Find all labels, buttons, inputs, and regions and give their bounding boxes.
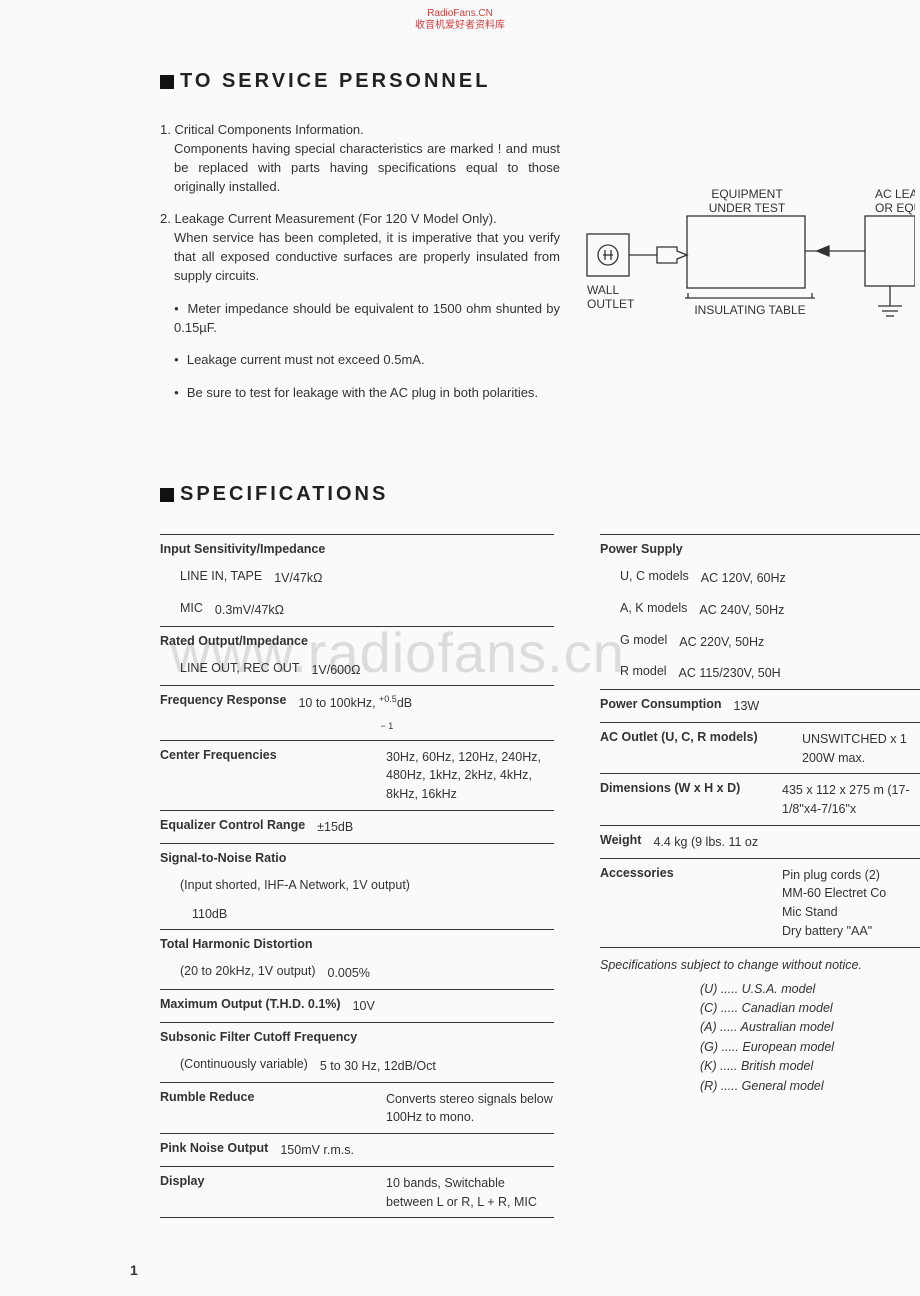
bullet-2: Leakage current must not exceed 0.5mA.: [174, 351, 560, 370]
spec-right-col: Power Supply U, C modelsAC 120V, 60Hz A,…: [600, 534, 920, 1218]
model-a: (A) ..... Australian model: [700, 1018, 920, 1037]
bullet-square-icon: [160, 75, 174, 89]
service-title: TO SERVICE PERSONNEL: [180, 70, 490, 93]
l-eq-v: ±15dB: [305, 818, 554, 837]
l-freq-sup: +0.5: [379, 694, 397, 704]
service-item-1: 1. Critical Components Information. Comp…: [160, 121, 560, 196]
item1-body: Components having special characteristic…: [160, 140, 560, 197]
spec-section: SPECIFICATIONS Input Sensitivity/Impedan…: [160, 483, 920, 1218]
l-sub-c: (Continuously variable): [160, 1057, 308, 1076]
r-dims-v: 435 x 112 x 275 m (17-1/8"x4-7/16"x: [770, 781, 920, 819]
leakage-diagram: EQUIPMENT UNDER TEST AC LEAKA OR EQUIV. …: [585, 186, 915, 336]
r-g-v: AC 220V, 50Hz: [667, 633, 920, 652]
service-bullets: Meter impedance should be equivalent to …: [174, 300, 560, 403]
l-freq-db: dB: [397, 696, 412, 710]
service-header: TO SERVICE PERSONNEL: [160, 70, 920, 93]
model-u: (U) ..... U.S.A. model: [700, 980, 920, 999]
r-uc: U, C models: [600, 569, 689, 588]
bullet-square-icon: [160, 488, 174, 502]
r-weight: Weight: [600, 833, 641, 852]
l-lineout-v: 1V/600Ω: [299, 661, 554, 680]
l-freq-v: 10 to 100kHz, +0.5dB − 1: [286, 693, 554, 733]
l-pink: Pink Noise Output: [160, 1141, 268, 1160]
r-acc-v: Pin plug cords (2) MM-60 Electret Co Mic…: [770, 866, 920, 941]
l-disp-v: 10 bands, Switchable between L or R, L +…: [374, 1174, 554, 1212]
l-snr: Signal-to-Noise Ratio: [160, 851, 286, 865]
diagram-wall-label: WALL: [587, 283, 620, 297]
page-content: TO SERVICE PERSONNEL 1. Critical Compone…: [0, 0, 920, 1218]
l-sub-v: 5 to 30 Hz, 12dB/Oct: [308, 1057, 554, 1076]
l-thd-v: 0.005%: [316, 964, 555, 983]
r-dims: Dimensions (W x H x D): [600, 781, 740, 819]
r-cons: Power Consumption: [600, 697, 722, 716]
spec-header: SPECIFICATIONS: [160, 483, 920, 506]
diagram-equip-label: EQUIPMENT: [711, 187, 783, 201]
l-pink-v: 150mV r.m.s.: [268, 1141, 554, 1160]
spec-title: SPECIFICATIONS: [180, 483, 388, 506]
diagram-table-label: INSULATING TABLE: [694, 303, 805, 317]
model-r: (R) ..... General model: [700, 1077, 920, 1096]
l-sub: Subsonic Filter Cutoff Frequency: [160, 1030, 357, 1044]
page-number: 1: [130, 1262, 138, 1278]
r-power: Power Supply: [600, 542, 683, 556]
model-c: (C) ..... Canadian model: [700, 999, 920, 1018]
l-rumble: Rumble Reduce: [160, 1090, 254, 1128]
r-outlet: AC Outlet (U, C, R models): [600, 730, 758, 768]
l-thd: Total Harmonic Distortion: [160, 937, 313, 951]
l-input: Input Sensitivity/Impedance: [160, 542, 325, 556]
l-freq: Frequency Response: [160, 693, 286, 733]
diagram-acleak-label: AC LEAKA: [875, 187, 915, 201]
l-freq-p1: 10 to 100kHz,: [298, 696, 379, 710]
r-r-v: AC 115/230V, 50H: [667, 664, 920, 683]
l-snr-c: (Input shorted, IHF-A Network, 1V output…: [160, 878, 410, 892]
l-max-v: 10V: [341, 997, 554, 1016]
spec-left-col: Input Sensitivity/Impedance LINE IN, TAP…: [160, 534, 554, 1218]
l-rated: Rated Output/Impedance: [160, 634, 308, 648]
r-uc-v: AC 120V, 60Hz: [689, 569, 920, 588]
l-rumble-v: Converts stereo signals below 100Hz to m…: [374, 1090, 554, 1128]
item1-num: 1.: [160, 122, 171, 137]
l-thd-c: (20 to 20kHz, 1V output): [160, 964, 316, 983]
model-list: (U) ..... U.S.A. model (C) ..... Canadia…: [700, 980, 920, 1096]
r-ak-v: AC 240V, 50Hz: [687, 601, 920, 620]
r-weight-v: 4.4 kg (9 lbs. 11 oz: [641, 833, 920, 852]
l-lineout: LINE OUT, REC OUT: [160, 661, 299, 680]
l-center-v: 30Hz, 60Hz, 120Hz, 240Hz, 480Hz, 1kHz, 2…: [374, 748, 554, 804]
model-g: (G) ..... European model: [700, 1038, 920, 1057]
l-snr-v: 110dB: [180, 905, 554, 924]
bullet-3: Be sure to test for leakage with the AC …: [174, 384, 560, 403]
service-item-2: 2. Leakage Current Measurement (For 120 …: [160, 210, 560, 285]
r-outlet-v: UNSWITCHED x 1 200W max.: [790, 730, 920, 768]
l-mic-v: 0.3mV/47kΩ: [203, 601, 554, 620]
r-cons-v: 13W: [722, 697, 920, 716]
r-ak: A, K models: [600, 601, 687, 620]
l-mic: MIC: [160, 601, 203, 620]
l-eq: Equalizer Control Range: [160, 818, 305, 837]
diagram-undertest-label: UNDER TEST: [709, 201, 786, 215]
l-disp: Display: [160, 1174, 204, 1212]
r-g: G model: [600, 633, 667, 652]
model-k: (K) ..... British model: [700, 1057, 920, 1076]
l-center: Center Frequencies: [160, 748, 277, 804]
diagram-equiv-label: OR EQUIV.: [875, 201, 915, 215]
item1-head: Critical Components Information.: [174, 122, 363, 137]
r-acc: Accessories: [600, 866, 674, 941]
bullet-1: Meter impedance should be equivalent to …: [174, 300, 560, 338]
diagram-outlet-label: OUTLET: [587, 297, 635, 311]
spec-columns: Input Sensitivity/Impedance LINE IN, TAP…: [160, 534, 920, 1218]
l-linein-v: 1V/47kΩ: [262, 569, 554, 588]
item2-body: When service has been completed, it is i…: [160, 229, 560, 286]
r-r: R model: [600, 664, 667, 683]
blank: [160, 905, 180, 924]
l-max: Maximum Output (T.H.D. 0.1%): [160, 997, 341, 1016]
item2-num: 2.: [160, 211, 171, 226]
l-linein: LINE IN, TAPE: [160, 569, 262, 588]
item2-head: Leakage Current Measurement (For 120 V M…: [174, 211, 496, 226]
spec-note: Specifications subject to change without…: [600, 958, 920, 972]
l-freq-sub: − 1: [298, 721, 393, 731]
service-body: 1. Critical Components Information. Comp…: [160, 121, 560, 403]
